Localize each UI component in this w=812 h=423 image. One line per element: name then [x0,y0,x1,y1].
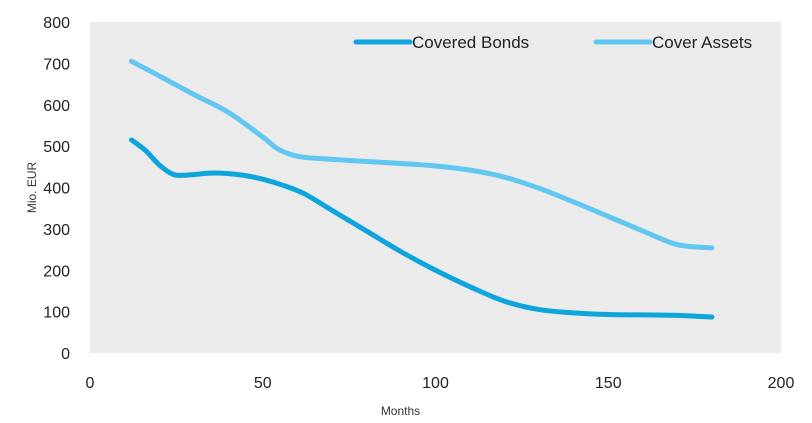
y-tick-label: 300 [43,222,70,239]
legend-label: Cover Assets [652,33,752,52]
legend-label: Covered Bonds [412,33,529,52]
y-tick-label: 100 [43,305,70,322]
series-layer [128,58,715,320]
y-tick-label: 500 [43,139,70,156]
y-tick-label: 200 [43,263,70,280]
series-line-covered-bonds [128,137,715,320]
x-axis-label: Months [381,404,420,418]
x-tick-label: 100 [422,375,449,392]
y-tick-label: 800 [43,15,70,32]
x-tick-label: 0 [86,375,95,392]
x-tick-label: 50 [254,375,272,392]
x-tick-label: 150 [595,375,622,392]
y-tick-label: 0 [61,346,70,363]
y-axis-label: Mio. EUR [25,161,39,213]
y-axis: 0 100 200 300 400 500 600 700 800 [43,15,70,363]
plot-area [90,22,781,353]
series-line-cover-assets [128,58,715,251]
x-axis: 0 50 100 150 200 [86,375,795,392]
y-tick-label: 600 [43,98,70,115]
y-tick-label: 400 [43,181,70,198]
x-tick-label: 200 [768,375,795,392]
y-tick-label: 700 [43,56,70,73]
legend: Covered Bonds Cover Assets [353,33,752,52]
